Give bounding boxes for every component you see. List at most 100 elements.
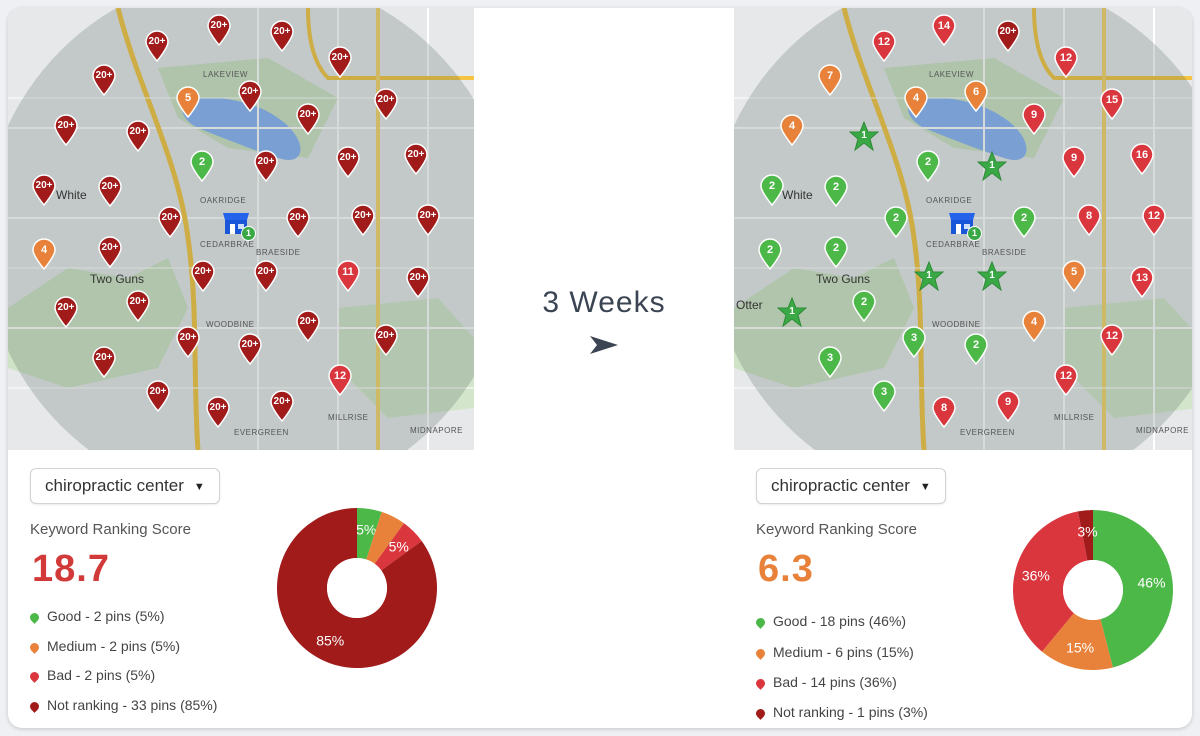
keyword-dropdown[interactable]: chiropractic center ▼ (756, 468, 946, 504)
map-pin-dark[interactable]: 20+ (373, 324, 399, 356)
map-pin-dark[interactable]: 20+ (415, 204, 441, 236)
map-pin-orange[interactable]: 4 (1021, 310, 1047, 342)
map-pin-dark[interactable]: 20+ (237, 333, 263, 365)
map-pin-green[interactable]: 2 (189, 150, 215, 182)
map-pin-green[interactable]: 3 (871, 380, 897, 412)
map-pin-dark[interactable]: 20+ (403, 143, 429, 175)
business-location-icon[interactable]: 1 (222, 210, 256, 241)
map-star-top-rank-icon[interactable]: 1 (849, 121, 879, 151)
map-pin-red[interactable]: 8 (931, 396, 957, 428)
map-star-top-rank-icon[interactable]: 1 (914, 261, 944, 291)
map-pin-dark[interactable]: 20+ (91, 64, 117, 96)
before-map[interactable]: LAKEVIEW OAKRIDGE CEDARBRAE BRAESIDE WOO… (8, 8, 474, 450)
donut-label: 46% (1138, 575, 1166, 591)
legend-not-ranking: Not ranking - 1 pins (3%) (754, 704, 928, 720)
map-pin-dark[interactable]: 20+ (327, 46, 353, 78)
map-pin-dark[interactable]: 20+ (405, 266, 431, 298)
map-pin-dark[interactable]: 20+ (145, 380, 171, 412)
map-pin-dark[interactable]: 20+ (97, 175, 123, 207)
map-pin-rank: 12 (1059, 52, 1073, 64)
map-pin-dark[interactable]: 20+ (175, 326, 201, 358)
map-star-top-rank-icon[interactable]: 1 (977, 261, 1007, 291)
map-pin-dark[interactable]: 20+ (144, 30, 170, 62)
map-pin-green[interactable]: 2 (883, 206, 909, 238)
map-pin-dark[interactable]: 20+ (157, 206, 183, 238)
map-pin-red[interactable]: 14 (931, 14, 957, 46)
map-pin-rank: 20+ (129, 296, 147, 307)
map-pin-dark[interactable]: 20+ (269, 20, 295, 52)
donut-label: 3% (1077, 523, 1097, 539)
map-pin-green[interactable]: 3 (817, 346, 843, 378)
map-pin-orange[interactable]: 4 (903, 86, 929, 118)
map-pin-rank: 20+ (209, 402, 227, 413)
map-pin-orange[interactable]: 7 (817, 64, 843, 96)
map-pin-red[interactable]: 12 (1141, 204, 1167, 236)
map-pin-dark[interactable]: 20+ (995, 20, 1021, 52)
map-pin-green[interactable]: 2 (915, 150, 941, 182)
map-star-top-rank-icon[interactable]: 1 (977, 151, 1007, 181)
map-pin-red[interactable]: 12 (1053, 46, 1079, 78)
map-pin-rank: 20+ (129, 126, 147, 137)
map-pin-dark[interactable]: 20+ (269, 390, 295, 422)
map-pin-red[interactable]: 12 (327, 364, 353, 396)
map-pin-red[interactable]: 16 (1129, 143, 1155, 175)
map-pin-dark[interactable]: 20+ (285, 206, 311, 238)
map-pin-red[interactable]: 8 (1076, 204, 1102, 236)
business-location-icon[interactable]: 1 (948, 210, 982, 241)
map-pin-green[interactable]: 2 (759, 174, 785, 206)
map-pin-red[interactable]: 9 (995, 390, 1021, 422)
map-pin-green[interactable]: 2 (823, 236, 849, 268)
map-star-top-rank-icon[interactable]: 1 (777, 297, 807, 327)
map-pin-green[interactable]: 2 (1011, 206, 1037, 238)
after-map[interactable]: LAKEVIEW OAKRIDGE CEDARBRAE BRAESIDE WOO… (734, 8, 1192, 450)
map-pin-orange[interactable]: 4 (779, 114, 805, 146)
map-pin-red[interactable]: 15 (1099, 88, 1125, 120)
label-midnapore: MIDNAPORE (1136, 426, 1189, 435)
map-pin-rank: 11 (342, 266, 354, 278)
map-pin-rank: 4 (788, 120, 796, 132)
map-pin-green[interactable]: 2 (963, 333, 989, 365)
map-pin-orange[interactable]: 4 (31, 238, 57, 270)
label-white: White (56, 188, 87, 202)
score-label: Keyword Ranking Score (30, 521, 191, 538)
map-pin-dark[interactable]: 20+ (206, 14, 232, 46)
map-pin-red[interactable]: 13 (1129, 266, 1155, 298)
map-pin-dark[interactable]: 20+ (31, 174, 57, 206)
map-pin-green[interactable]: 3 (901, 326, 927, 358)
map-pin-dark[interactable]: 20+ (125, 120, 151, 152)
map-pin-orange[interactable]: 5 (1061, 260, 1087, 292)
map-pin-dark[interactable]: 20+ (335, 146, 361, 178)
map-pin-rank: 8 (940, 402, 948, 414)
legend-bad: Bad - 14 pins (36%) (754, 674, 897, 690)
map-pin-rank: 20+ (35, 180, 53, 191)
map-pin-dark[interactable]: 20+ (53, 296, 79, 328)
map-pin-dark[interactable]: 20+ (253, 150, 279, 182)
map-pin-red[interactable]: 9 (1021, 103, 1047, 135)
map-pin-dark[interactable]: 20+ (205, 396, 231, 428)
label-otter: Otter (736, 298, 763, 312)
map-pin-green[interactable]: 2 (757, 238, 783, 270)
map-pin-red[interactable]: 12 (1099, 324, 1125, 356)
map-pin-red[interactable]: 12 (1053, 364, 1079, 396)
map-pin-dark[interactable]: 20+ (91, 346, 117, 378)
map-pin-orange[interactable]: 5 (175, 86, 201, 118)
map-pin-green[interactable]: 2 (823, 175, 849, 207)
map-pin-dark[interactable]: 20+ (97, 236, 123, 268)
map-pin-red[interactable]: 9 (1061, 146, 1087, 178)
map-pin-orange[interactable]: 6 (963, 80, 989, 112)
map-pin-dark[interactable]: 20+ (125, 290, 151, 322)
map-pin-dark[interactable]: 20+ (237, 80, 263, 112)
map-pin-red[interactable]: 11 (335, 260, 361, 292)
map-pin-dark[interactable]: 20+ (295, 310, 321, 342)
label-midnapore: MIDNAPORE (410, 426, 463, 435)
map-pin-dark[interactable]: 20+ (190, 260, 216, 292)
map-pin-dark[interactable]: 20+ (350, 204, 376, 236)
label-oakridge: OAKRIDGE (200, 196, 247, 205)
map-pin-dark[interactable]: 20+ (373, 88, 399, 120)
map-pin-green[interactable]: 2 (851, 290, 877, 322)
map-pin-red[interactable]: 12 (871, 30, 897, 62)
keyword-dropdown[interactable]: chiropractic center ▼ (30, 468, 220, 504)
map-pin-dark[interactable]: 20+ (53, 114, 79, 146)
map-pin-dark[interactable]: 20+ (295, 103, 321, 135)
map-pin-dark[interactable]: 20+ (253, 260, 279, 292)
